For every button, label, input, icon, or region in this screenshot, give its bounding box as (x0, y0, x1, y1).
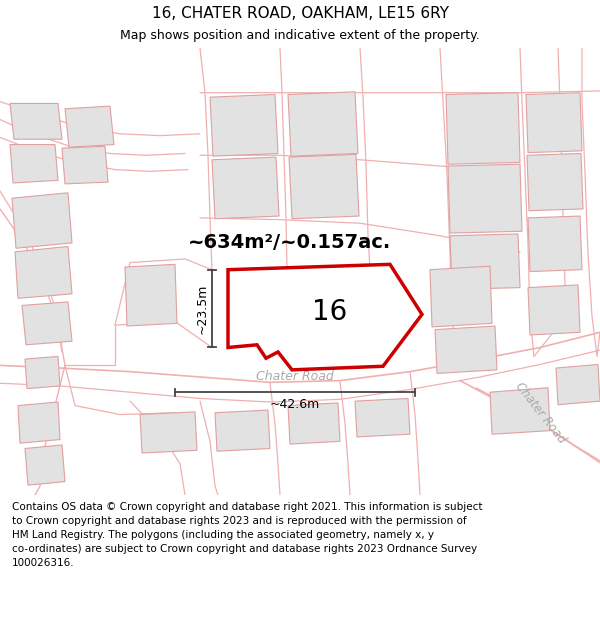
Polygon shape (446, 92, 520, 164)
Polygon shape (448, 164, 522, 233)
Text: Chater Road: Chater Road (512, 380, 568, 446)
Polygon shape (435, 326, 497, 373)
Polygon shape (355, 399, 410, 437)
Polygon shape (62, 146, 108, 184)
Text: ~23.5m: ~23.5m (196, 283, 209, 334)
Polygon shape (528, 285, 580, 335)
Polygon shape (10, 103, 62, 139)
Polygon shape (15, 246, 72, 298)
Polygon shape (289, 154, 359, 219)
Polygon shape (10, 144, 58, 183)
Polygon shape (228, 264, 422, 370)
Polygon shape (490, 388, 550, 434)
Polygon shape (210, 94, 278, 156)
Polygon shape (140, 412, 197, 453)
Text: 16, CHATER ROAD, OAKHAM, LE15 6RY: 16, CHATER ROAD, OAKHAM, LE15 6RY (151, 6, 449, 21)
Polygon shape (18, 402, 60, 443)
Text: 16: 16 (313, 298, 347, 326)
Polygon shape (22, 302, 72, 345)
Polygon shape (25, 445, 65, 485)
Polygon shape (125, 264, 177, 326)
Text: Contains OS data © Crown copyright and database right 2021. This information is : Contains OS data © Crown copyright and d… (12, 501, 482, 568)
Polygon shape (12, 193, 72, 248)
Polygon shape (65, 106, 114, 148)
Polygon shape (430, 266, 492, 327)
Polygon shape (215, 410, 270, 451)
Polygon shape (450, 234, 520, 289)
Polygon shape (288, 92, 358, 156)
Polygon shape (528, 216, 582, 271)
Polygon shape (25, 356, 60, 389)
Text: ~42.6m: ~42.6m (270, 398, 320, 411)
Polygon shape (527, 154, 583, 211)
Text: Chater Road: Chater Road (256, 371, 334, 384)
Polygon shape (526, 92, 582, 152)
Text: Map shows position and indicative extent of the property.: Map shows position and indicative extent… (120, 29, 480, 42)
Polygon shape (556, 364, 600, 405)
Polygon shape (212, 157, 279, 219)
Text: ~634m²/~0.157ac.: ~634m²/~0.157ac. (188, 233, 392, 253)
Polygon shape (288, 403, 340, 444)
